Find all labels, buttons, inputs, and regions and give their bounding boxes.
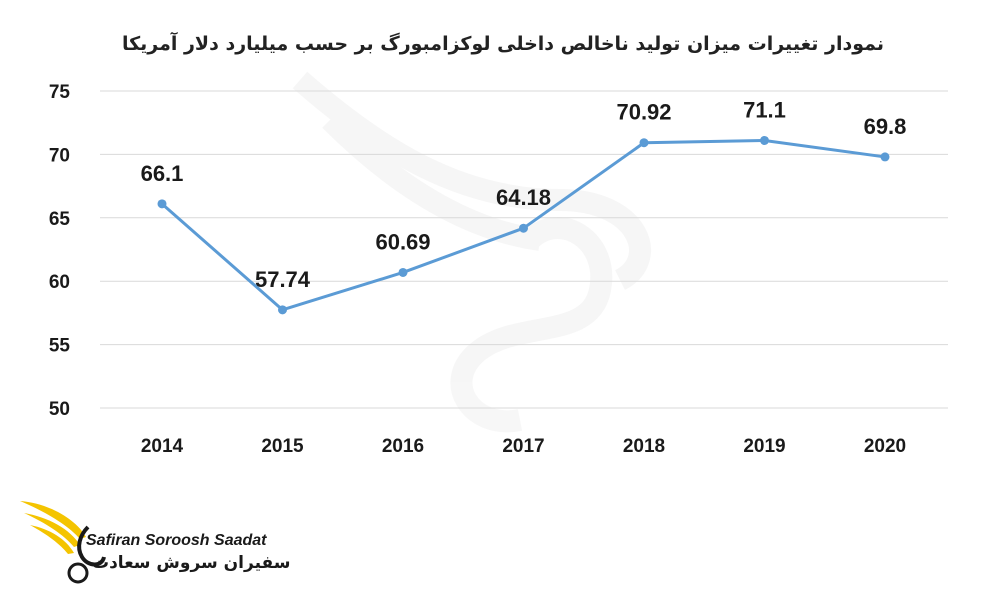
data-label: 70.92 <box>616 100 671 125</box>
x-tick-label: 2020 <box>864 436 906 457</box>
y-tick-label: 55 <box>49 336 71 357</box>
y-tick-label: 75 <box>49 82 71 103</box>
x-tick-label: 2019 <box>743 436 785 457</box>
series-points <box>157 135 890 315</box>
data-label: 69.8 <box>864 114 907 139</box>
x-tick-label: 2017 <box>502 436 544 457</box>
logo-wing-icon <box>20 501 106 584</box>
x-tick-label: 2014 <box>141 436 184 457</box>
data-labels: 66.1 57.74 60.69 64.18 70.92 71.1 69.8 <box>141 97 907 291</box>
y-axis: 50 55 60 65 70 75 <box>49 82 71 420</box>
y-tick-label: 70 <box>49 145 70 166</box>
x-tick-label: 2016 <box>382 436 424 457</box>
data-label: 66.1 <box>141 161 184 186</box>
y-tick-label: 60 <box>49 272 70 293</box>
y-tick-label: 50 <box>49 399 70 420</box>
x-tick-label: 2018 <box>623 436 665 457</box>
data-label: 60.69 <box>375 229 430 254</box>
data-point <box>157 199 167 209</box>
x-tick-label: 2015 <box>261 436 304 457</box>
data-point <box>398 267 408 277</box>
logo-name-fa: سفیران سروش سعادت <box>92 553 291 573</box>
data-point <box>278 305 287 315</box>
data-point <box>639 138 649 148</box>
y-tick-label: 65 <box>49 209 71 230</box>
data-point <box>760 135 769 145</box>
data-label: 57.74 <box>255 267 311 292</box>
x-axis: 2014 2015 2016 2017 2018 2019 2020 <box>141 436 906 457</box>
data-point <box>880 152 890 162</box>
watermark-logo <box>292 71 651 433</box>
grid-lines <box>100 90 948 409</box>
logo-name-en: Safiran Soroosh Saadat <box>86 532 267 549</box>
data-label: 64.18 <box>496 185 551 210</box>
chart-title: نمودار تغییرات میزان تولید ناخالص داخلی … <box>122 31 884 55</box>
data-point <box>519 223 528 233</box>
data-label: 71.1 <box>743 97 786 122</box>
